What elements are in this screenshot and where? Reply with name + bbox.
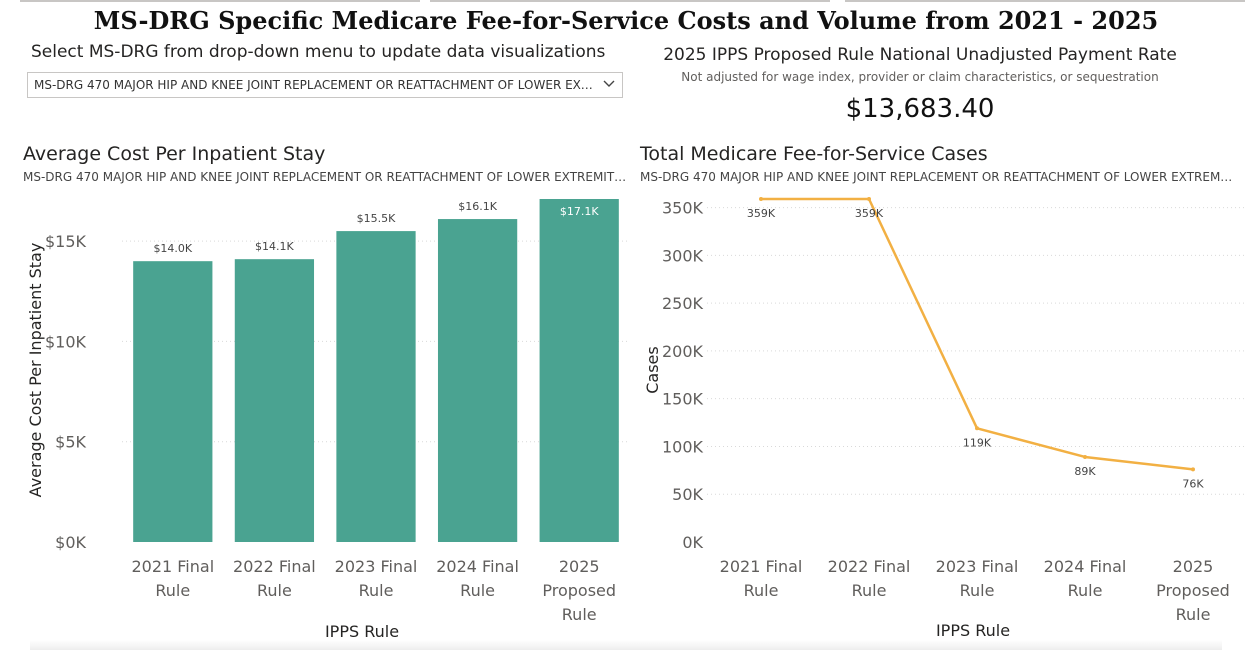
cases-line-chart: 0K 50K 100K 150K 200K 250K 300K 350K 359K 2021 Fi… [643,197,1247,640]
x-axis-title: IPPS Rule [936,621,1010,640]
y-tick-label: 0K [682,533,703,552]
line-data-label: 89K [1074,465,1096,478]
line-data-label: 359K [855,207,884,220]
payment-rate-subtitle: Not adjusted for wage index, provider or… [681,70,1159,84]
top-divider-right [845,0,1245,2]
y-axis-title: Cases [643,346,662,394]
bar-data-label: $15.5K [357,212,396,225]
cases-chart-subtitle: MS-DRG 470 MAJOR HIP AND KNEE JOINT REPL… [640,170,1235,184]
bar [133,261,213,542]
x-tick-label: 2025 Proposed Rule [542,557,616,624]
y-tick-label: $10K [45,332,87,351]
bar [539,199,619,542]
x-tick-label: 2023 Final Rule [335,557,418,600]
y-tick-label: 350K [662,199,704,218]
bar-data-label: $14.1K [255,240,294,253]
payment-rate-title: 2025 IPPS Proposed Rule National Unadjus… [663,45,1177,65]
x-tick-label: 2022 Final Rule [233,557,316,600]
bar-data-label: $17.1K [560,205,599,218]
y-tick-label: 200K [662,342,704,361]
x-tick-label: 2024 Final Rule [436,557,519,600]
y-tick-label: $15K [45,232,87,251]
cost-chart-subtitle: MS-DRG 470 MAJOR HIP AND KNEE JOINT REPL… [23,170,631,184]
y-tick-label: 100K [662,437,704,456]
y-axis-title: Average Cost Per Inpatient Stay [26,243,45,498]
y-tick-label: 300K [662,246,704,265]
x-tick-label: 2021 Final Rule [720,557,803,600]
bar [336,231,416,542]
y-tick-label: $0K [55,533,86,552]
data-point [759,197,763,201]
x-tick-label: 2025 Proposed Rule [1156,557,1230,624]
cost-bar-chart: $0K $5K $10K $15K $14.0K 2021 Final Rule $14.1K… [26,199,630,641]
bottom-shadow [30,640,1222,650]
top-divider-center [430,0,830,2]
x-tick-label: 2023 Final Rule [936,557,1019,600]
drg-dropdown[interactable]: MS-DRG 470 MAJOR HIP AND KNEE JOINT REPL… [27,72,623,98]
y-tick-label: 150K [662,390,704,409]
top-divider-left [20,0,420,2]
bar-data-label: $16.1K [458,200,497,213]
drg-dropdown-value: MS-DRG 470 MAJOR HIP AND KNEE JOINT REPL… [34,78,599,92]
page-title: MS-DRG Specific Medicare Fee-for-Service… [93,6,1159,35]
data-point [975,426,979,431]
data-point [1083,454,1087,459]
y-tick-label: $5K [55,433,86,452]
payment-rate-value: $13,683.40 [845,94,995,124]
y-tick-label: 250K [662,294,704,313]
bar [234,259,315,542]
chevron-down-icon[interactable] [602,76,616,90]
line-data-label: 119K [963,436,992,449]
line-data-label: 359K [747,207,776,220]
y-tick-label: 50K [672,485,703,504]
drg-select-label: Select MS-DRG from drop-down menu to upd… [31,42,606,62]
data-point [867,197,871,201]
x-tick-label: 2022 Final Rule [828,557,911,600]
x-axis-title: IPPS Rule [325,622,399,641]
cases-chart-title: Total Medicare Fee-for-Service Cases [640,143,988,165]
bar [437,219,518,542]
x-tick-label: 2021 Final Rule [131,557,214,600]
x-tick-label: 2024 Final Rule [1044,557,1127,600]
data-point [1191,467,1195,472]
bar-data-label: $14.0K [153,242,192,255]
line-data-label: 76K [1182,477,1204,490]
cost-chart-title: Average Cost Per Inpatient Stay [23,143,326,165]
